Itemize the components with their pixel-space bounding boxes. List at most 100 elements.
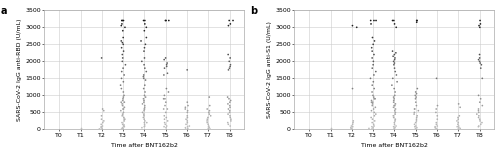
Point <box>412 21 420 23</box>
Point <box>120 111 128 114</box>
Point <box>204 125 212 127</box>
Point <box>474 126 482 128</box>
Point <box>206 115 214 117</box>
Point <box>390 94 398 97</box>
Point <box>454 125 462 127</box>
Point <box>120 126 128 128</box>
Point <box>118 99 126 102</box>
Point <box>370 108 378 110</box>
Point <box>391 120 399 122</box>
Point <box>183 69 191 71</box>
Point <box>182 118 190 120</box>
Point <box>160 108 168 110</box>
Point <box>182 128 190 130</box>
Point <box>368 101 376 103</box>
Point <box>162 111 170 114</box>
Point <box>224 24 232 27</box>
Point <box>370 97 378 100</box>
Point <box>164 108 172 110</box>
Point <box>368 36 376 39</box>
Point <box>391 113 399 115</box>
Point <box>474 94 482 97</box>
X-axis label: Time after BNT162b2: Time after BNT162b2 <box>111 143 178 148</box>
Point <box>388 84 396 86</box>
Point <box>96 128 104 130</box>
Point <box>410 111 418 114</box>
Point <box>390 99 398 102</box>
Point <box>162 19 170 22</box>
Point <box>98 57 106 59</box>
Point <box>203 108 211 110</box>
Point <box>140 50 148 52</box>
Point <box>456 115 464 117</box>
Y-axis label: SARS-CoV-2 IgG anti-RBD (U/mL): SARS-CoV-2 IgG anti-RBD (U/mL) <box>18 19 22 121</box>
Point <box>476 101 484 103</box>
Point <box>140 116 147 119</box>
Point <box>413 19 421 22</box>
Point <box>161 104 169 107</box>
Point <box>370 123 378 126</box>
Point <box>226 23 234 25</box>
Point <box>390 23 398 25</box>
Point <box>455 126 463 129</box>
Point <box>227 118 235 120</box>
Point <box>116 84 124 86</box>
Point <box>141 84 149 86</box>
Point <box>98 118 106 120</box>
Point <box>226 99 234 102</box>
Point <box>454 103 462 105</box>
Point <box>389 55 397 57</box>
Point <box>348 125 356 127</box>
Point <box>206 128 214 130</box>
Point <box>140 29 148 32</box>
Point <box>118 87 126 90</box>
Point <box>368 84 376 86</box>
Point <box>474 108 482 110</box>
Point <box>184 126 192 128</box>
Point <box>142 96 150 98</box>
Point <box>226 60 234 63</box>
Point <box>140 113 148 115</box>
Point <box>349 126 357 128</box>
Point <box>204 123 212 126</box>
Point <box>138 126 146 129</box>
Point <box>118 104 126 107</box>
Point <box>118 70 126 73</box>
Point <box>390 67 398 69</box>
Point <box>160 97 168 100</box>
Point <box>77 126 85 129</box>
Point <box>366 77 374 80</box>
Point <box>476 62 484 64</box>
Point <box>478 63 486 66</box>
Point <box>142 79 150 81</box>
Point <box>477 123 485 126</box>
Point <box>367 23 375 25</box>
Point <box>184 120 192 122</box>
Point <box>412 127 420 130</box>
Point <box>226 65 234 68</box>
Point <box>164 91 172 93</box>
Point <box>474 109 482 112</box>
X-axis label: Time after BNT162b2: Time after BNT162b2 <box>361 143 428 148</box>
Point <box>162 63 170 66</box>
Point <box>160 94 168 97</box>
Point <box>119 36 127 39</box>
Point <box>392 108 400 110</box>
Point <box>205 111 213 114</box>
Point <box>432 123 440 126</box>
Point <box>204 126 212 128</box>
Point <box>372 113 380 115</box>
Point <box>476 57 484 59</box>
Point <box>118 128 126 130</box>
Point <box>412 94 420 97</box>
Point <box>390 121 398 124</box>
Point <box>476 19 484 22</box>
Point <box>140 47 148 49</box>
Point <box>412 91 420 93</box>
Point <box>368 47 376 49</box>
Point <box>203 121 211 124</box>
Point <box>432 128 440 130</box>
Point <box>141 67 149 69</box>
Point <box>368 91 376 93</box>
Point <box>184 101 192 103</box>
